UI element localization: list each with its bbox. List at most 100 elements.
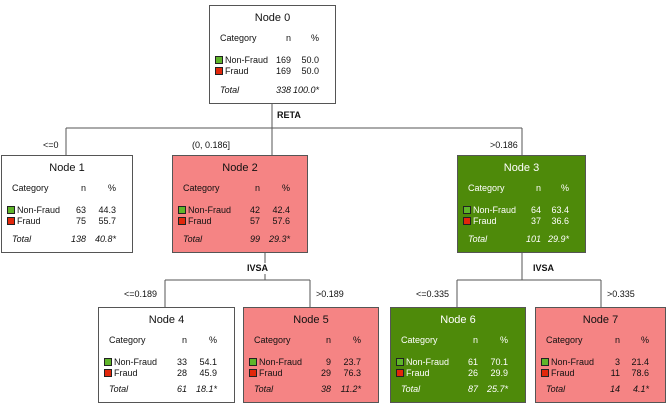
- category-row: Non-Fraud 33 54.1: [99, 357, 234, 368]
- node-table-header: Category n%: [244, 335, 378, 346]
- category-percent: 55.7: [98, 216, 116, 226]
- category-label: Non-Fraud: [225, 55, 269, 65]
- total-count: 338: [275, 85, 291, 95]
- category-count: 61: [467, 357, 478, 367]
- category-swatch: [178, 217, 186, 225]
- category-label: Non-Fraud: [17, 205, 61, 215]
- edge-label-node-2: (0, 0.186]: [192, 140, 231, 150]
- category-cell: Fraud: [541, 368, 575, 379]
- category-cell: Fraud: [7, 216, 41, 227]
- header-percent: %: [281, 183, 290, 193]
- category-percent: 50.0: [301, 66, 319, 76]
- category-percent: 36.6: [551, 216, 569, 226]
- category-percent: 54.1: [199, 357, 217, 367]
- category-swatch: [7, 206, 15, 214]
- total-label: Total: [546, 384, 566, 394]
- total-count: 101: [525, 234, 541, 244]
- header-percent: %: [310, 33, 319, 43]
- category-label: Fraud: [114, 368, 138, 378]
- total-count: 138: [70, 234, 86, 244]
- total-percent: 29.9*: [547, 234, 569, 244]
- category-label: Non-Fraud: [406, 357, 450, 367]
- total-label: Total: [401, 384, 421, 394]
- category-swatch: [104, 358, 112, 366]
- node-title: Node 5: [293, 314, 329, 326]
- category-count: 11: [610, 368, 620, 378]
- tree-node-5: Node 5 Category n% Non-Fraud 9 23.7 Fraud 29 76.…: [243, 307, 379, 403]
- category-label: Non-Fraud: [188, 205, 232, 215]
- category-swatch: [104, 369, 112, 377]
- category-percent: 78.6: [631, 368, 649, 378]
- category-swatch: [541, 358, 549, 366]
- category-label: Non-Fraud: [473, 205, 517, 215]
- node-total-row: Total 101 29.9*: [458, 234, 585, 245]
- node-table-header: Category n%: [391, 335, 525, 346]
- category-label: Non-Fraud: [259, 357, 303, 367]
- category-percent: 76.3: [343, 368, 361, 378]
- category-percent: 50.0: [301, 55, 319, 65]
- total-percent: 11.2*: [340, 384, 361, 394]
- category-percent: 70.1: [490, 357, 508, 367]
- category-swatch: [249, 358, 257, 366]
- category-row: Fraud 169 50.0: [210, 66, 335, 77]
- category-row: Non-Fraud 61 70.1: [391, 357, 525, 368]
- node-title: Node 7: [582, 314, 619, 326]
- node-table-header: Category n%: [2, 183, 132, 194]
- category-cell: Fraud: [215, 66, 249, 77]
- header-n: n: [614, 335, 620, 345]
- node-total-row: Total 38 11.2*: [244, 384, 378, 395]
- node-title: Node 1: [49, 162, 85, 174]
- total-label: Total: [109, 384, 129, 394]
- category-row: Non-Fraud 63 44.3: [2, 205, 132, 216]
- node-title: Node 2: [222, 162, 258, 174]
- tree-node-4: Node 4 Category n% Non-Fraud 33 54.1 Fraud 28 45…: [98, 307, 235, 403]
- category-swatch: [215, 56, 223, 64]
- edge-label-node-3: >0.186: [490, 140, 518, 150]
- edge-label-node-7: >0.335: [607, 289, 635, 299]
- total-count: 87: [467, 384, 478, 394]
- category-swatch: [178, 206, 186, 214]
- node-total-row: Total 14 4.1*: [536, 384, 665, 395]
- category-row: Non-Fraud 64 63.4: [458, 205, 585, 216]
- category-swatch: [249, 369, 257, 377]
- tree-node-1: Node 1 Category n% Non-Fraud 63 44.3 Fraud 75 55…: [1, 155, 133, 253]
- total-percent: 25.7*: [486, 384, 508, 394]
- category-count: 64: [530, 205, 541, 215]
- tree-node-2: Node 2 Category n% Non-Fraud 42 42.4 Fraud 57 57…: [172, 155, 308, 253]
- node-title: Node 4: [148, 314, 185, 326]
- category-row: Fraud 75 55.7: [2, 216, 132, 227]
- node-total-row: Total 338 100.0*: [210, 85, 335, 96]
- total-label: Total: [468, 234, 488, 244]
- header-category: Category: [468, 183, 505, 193]
- category-percent: 42.4: [272, 205, 290, 215]
- total-percent: 40.8*: [94, 234, 116, 244]
- category-label: Fraud: [188, 216, 212, 226]
- category-row: Fraud 11 78.6: [536, 368, 665, 379]
- header-n: n: [325, 335, 331, 345]
- edge-label-node-5: >0.189: [316, 289, 344, 299]
- category-label: Fraud: [225, 66, 249, 76]
- edge-label-node-4: <=0.189: [124, 289, 158, 299]
- category-cell: Non-Fraud: [104, 357, 157, 368]
- header-category: Category: [183, 183, 220, 193]
- category-row: Fraud 26 29.9: [391, 368, 525, 379]
- header-n: n: [285, 33, 291, 43]
- category-row: Non-Fraud 3 21.4: [536, 357, 665, 368]
- category-label: Fraud: [259, 368, 283, 378]
- split-variable-root: RETA: [274, 110, 304, 121]
- category-cell: Non-Fraud: [541, 357, 594, 368]
- header-percent: %: [499, 335, 508, 345]
- category-cell: Non-Fraud: [178, 205, 231, 216]
- split-variable-node-3: IVSA: [530, 263, 558, 274]
- category-swatch: [215, 67, 223, 75]
- header-percent: %: [107, 183, 116, 193]
- category-count: 3: [614, 357, 620, 367]
- category-label: Fraud: [17, 216, 41, 226]
- category-percent: 23.7: [343, 357, 361, 367]
- header-category: Category: [109, 335, 146, 345]
- category-cell: Fraud: [463, 216, 497, 227]
- category-cell: Fraud: [104, 368, 138, 379]
- category-cell: Non-Fraud: [463, 205, 516, 216]
- node-total-row: Total 61 18.1*: [99, 384, 234, 395]
